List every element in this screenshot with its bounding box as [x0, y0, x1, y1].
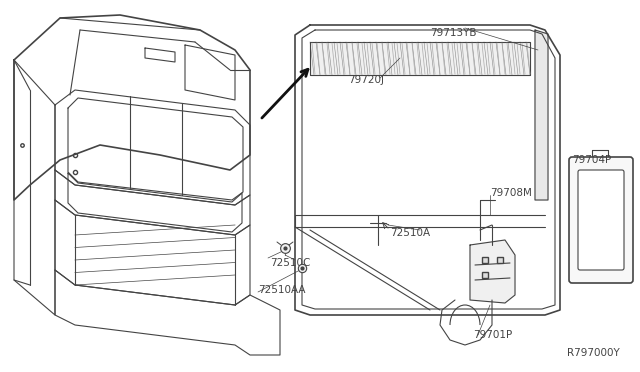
Text: 72510A: 72510A	[390, 228, 430, 238]
Text: 72510AA: 72510AA	[258, 285, 305, 295]
Polygon shape	[470, 240, 515, 303]
FancyBboxPatch shape	[569, 157, 633, 283]
Text: 79701P: 79701P	[473, 330, 512, 340]
Text: 79713YB: 79713YB	[430, 28, 477, 38]
Polygon shape	[310, 42, 530, 75]
Text: 79720J: 79720J	[348, 75, 384, 85]
FancyBboxPatch shape	[578, 170, 624, 270]
Text: 72510C: 72510C	[270, 258, 310, 268]
Text: R797000Y: R797000Y	[567, 348, 620, 358]
Text: 79704P: 79704P	[572, 155, 611, 165]
Text: 79708M: 79708M	[490, 188, 532, 198]
Polygon shape	[535, 30, 548, 200]
